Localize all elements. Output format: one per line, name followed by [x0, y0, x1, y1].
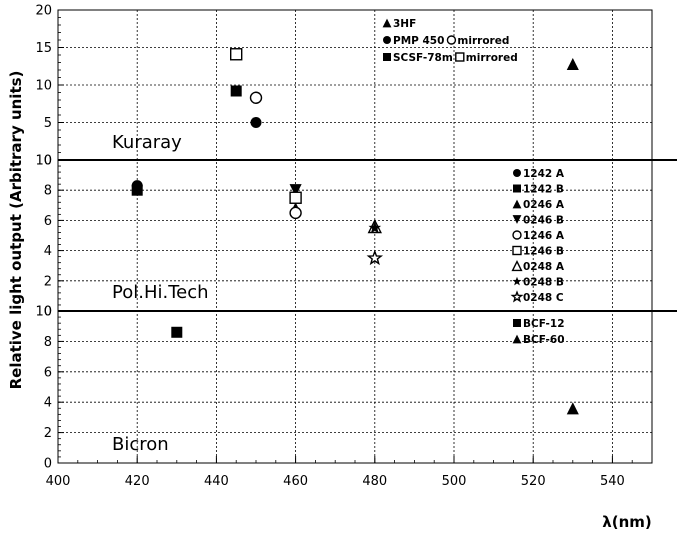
legend-marker	[510, 290, 524, 303]
legend-marker	[512, 245, 522, 256]
y-tick-label: 10	[35, 305, 52, 320]
legend-label: SCSF-78m	[393, 52, 453, 64]
y-tick-label: 20	[35, 4, 52, 19]
x-tick-label: 460	[283, 474, 308, 489]
data-point	[368, 221, 382, 234]
legend-marker	[512, 199, 522, 209]
y-tick-label: 0	[44, 154, 52, 169]
y-tick-label: 10	[35, 79, 52, 94]
x-tick-label: 440	[204, 474, 229, 489]
data-point	[566, 57, 579, 71]
legend-label: BCF-60	[523, 334, 565, 346]
y-tick-label: 4	[44, 396, 52, 411]
y-tick-label: 2	[44, 426, 52, 441]
data-point	[131, 184, 143, 196]
data-point	[250, 117, 262, 128]
legend-label: 1246 A	[523, 230, 565, 242]
data-point	[366, 249, 384, 266]
y-tick-label: 8	[44, 335, 52, 350]
y-tick-label: 2	[44, 274, 52, 289]
legend-label: 0248 A	[523, 261, 565, 273]
legend-marker	[512, 334, 522, 344]
y-axis-title: Relative light output (Arbitrary units)	[7, 71, 25, 390]
legend-marker	[513, 169, 521, 177]
x-tick-label: 400	[46, 474, 71, 489]
legend-marker	[512, 276, 522, 286]
x-tick-label: 420	[125, 474, 150, 489]
data-point	[289, 184, 302, 197]
legend-marker	[513, 184, 521, 193]
x-axis-title: λ(nm)	[602, 513, 652, 531]
legend-label: 1242 A	[523, 168, 565, 180]
x-tick-label: 540	[600, 474, 625, 489]
data-point	[289, 191, 302, 204]
y-tick-label: 6	[44, 365, 52, 380]
legend-label: mirrored	[466, 52, 518, 64]
legend-marker	[512, 230, 522, 240]
legend-label: BCF-12	[523, 318, 565, 330]
data-point	[289, 206, 302, 220]
data-point	[249, 91, 263, 104]
x-tick-label: 520	[521, 474, 546, 489]
data-point	[230, 85, 242, 97]
y-tick-label: 10	[35, 154, 52, 169]
y-tick-label: 0	[44, 457, 52, 472]
legend-marker	[512, 215, 522, 224]
panel-label-2: Bicron	[112, 434, 169, 455]
legend-label: 0248 B	[523, 277, 564, 289]
x-tick-label: 500	[442, 474, 467, 489]
y-tick-label: 8	[44, 184, 52, 199]
panel-label-0: Kuraray	[112, 132, 182, 153]
legend-label: 1246 B	[523, 246, 564, 258]
y-tick-label: 4	[44, 244, 52, 259]
data-point	[229, 48, 243, 61]
y-tick-label: 6	[44, 214, 52, 229]
legend-marker	[383, 53, 391, 61]
legend-marker	[513, 319, 521, 327]
x-tick-label: 480	[362, 474, 387, 489]
data-point	[171, 326, 183, 338]
legend-marker	[511, 260, 523, 272]
data-point	[566, 402, 579, 415]
legend-label: 0246 B	[523, 215, 564, 227]
y-tick-label: 5	[44, 116, 52, 131]
legend-label: mirrored	[457, 35, 509, 47]
legend-label: 3HF	[393, 18, 416, 30]
legend-label: PMP 450	[393, 35, 444, 47]
legend-label: 1242 B	[523, 184, 564, 196]
y-tick-label: 0	[44, 305, 52, 320]
panel-label-1: Pol.Hi.Tech	[112, 282, 209, 303]
legend-marker	[383, 36, 391, 44]
legend-label: 0246 A	[523, 199, 565, 211]
legend-label: 0248 C	[523, 292, 564, 304]
legend-marker	[455, 52, 465, 62]
legend-marker	[382, 18, 392, 28]
legend-marker	[446, 35, 457, 45]
y-tick-label: 15	[35, 41, 52, 56]
